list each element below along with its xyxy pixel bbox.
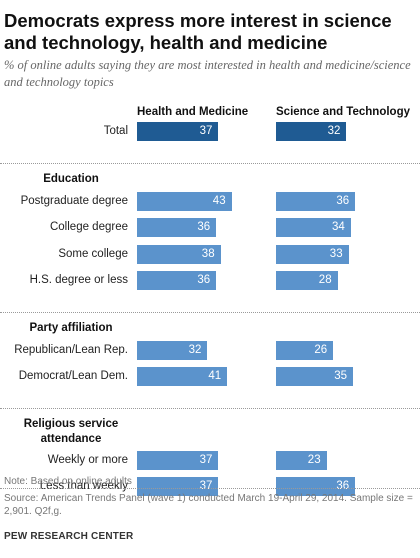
- group-heading: Education: [43, 172, 99, 185]
- row-label: Republican/Lean Rep.: [14, 343, 128, 356]
- footer-divider: [0, 488, 420, 489]
- bar: 41: [137, 367, 228, 386]
- bar: 36: [276, 477, 356, 496]
- bar-value-label: 34: [332, 221, 345, 233]
- bar-value-label: 38: [201, 247, 215, 260]
- bar: 43: [137, 191, 232, 211]
- chart-note: Note: Based on online adults: [4, 476, 132, 487]
- bar-value-label: 28: [318, 274, 332, 286]
- bar: 36: [137, 271, 217, 290]
- bar-value-label: 32: [188, 343, 202, 356]
- bar-value-label: 43: [212, 194, 226, 207]
- row-label: Postgraduate degree: [20, 194, 128, 207]
- bar: 37: [137, 122, 219, 141]
- bar-value-label: 41: [208, 370, 222, 382]
- bar: 32: [276, 122, 347, 141]
- bar-value-label: 37: [199, 125, 213, 137]
- bar-value-label: 23: [307, 453, 321, 466]
- row-label: Less than weekly: [39, 480, 128, 492]
- series-header-0: Health and Medicine: [137, 106, 249, 118]
- bar-value-label: 36: [336, 194, 350, 207]
- bar: 35: [276, 367, 353, 386]
- bar: 34: [276, 218, 351, 237]
- bar-value-label: 36: [336, 480, 350, 492]
- bar-value-label: 37: [199, 453, 213, 466]
- row-label: College degree: [49, 221, 128, 233]
- bar: 32: [137, 340, 208, 360]
- bar-value-label: 32: [327, 125, 341, 137]
- organization-credit: PEW RESEARCH CENTER: [4, 531, 134, 542]
- bar-value-label: 37: [199, 480, 213, 492]
- chart-title: Democrats express more interest in scien…: [4, 10, 392, 53]
- bar: 37: [137, 450, 219, 470]
- group-heading: Religious service attendance: [23, 417, 119, 445]
- bar: 26: [276, 340, 334, 360]
- row-label: Democrat/Lean Dem.: [18, 370, 128, 382]
- bar: 33: [276, 244, 349, 264]
- chart-source: Source: American Trends Panel (wave 1) c…: [4, 493, 413, 517]
- row-label: Some college: [58, 247, 128, 260]
- bar: 36: [137, 218, 217, 237]
- bar-chart: Health and Medicine Science and Technolog…: [0, 100, 420, 496]
- bar: 23: [276, 450, 327, 470]
- bar: 36: [276, 191, 356, 211]
- group-divider: [0, 407, 420, 409]
- bar-value-label: 35: [334, 370, 347, 382]
- series-header-1: Science and Technology: [276, 106, 410, 118]
- bar-value-label: 36: [197, 274, 211, 286]
- bar: 38: [137, 244, 221, 264]
- bar-value-label: 26: [314, 343, 328, 356]
- group-divider: [0, 162, 420, 164]
- bar: 37: [137, 477, 219, 496]
- bar: 28: [276, 271, 338, 290]
- group-divider: [0, 311, 420, 313]
- row-label: H.S. degree or less: [29, 274, 128, 286]
- chart-subtitle: % of online adults saying they are most …: [4, 58, 411, 89]
- row-label: Weekly or more: [47, 453, 128, 466]
- row-label: Total: [103, 125, 128, 137]
- bar-value-label: 33: [329, 247, 343, 260]
- group-heading: Party affiliation: [29, 321, 113, 334]
- bar-value-label: 36: [197, 221, 211, 233]
